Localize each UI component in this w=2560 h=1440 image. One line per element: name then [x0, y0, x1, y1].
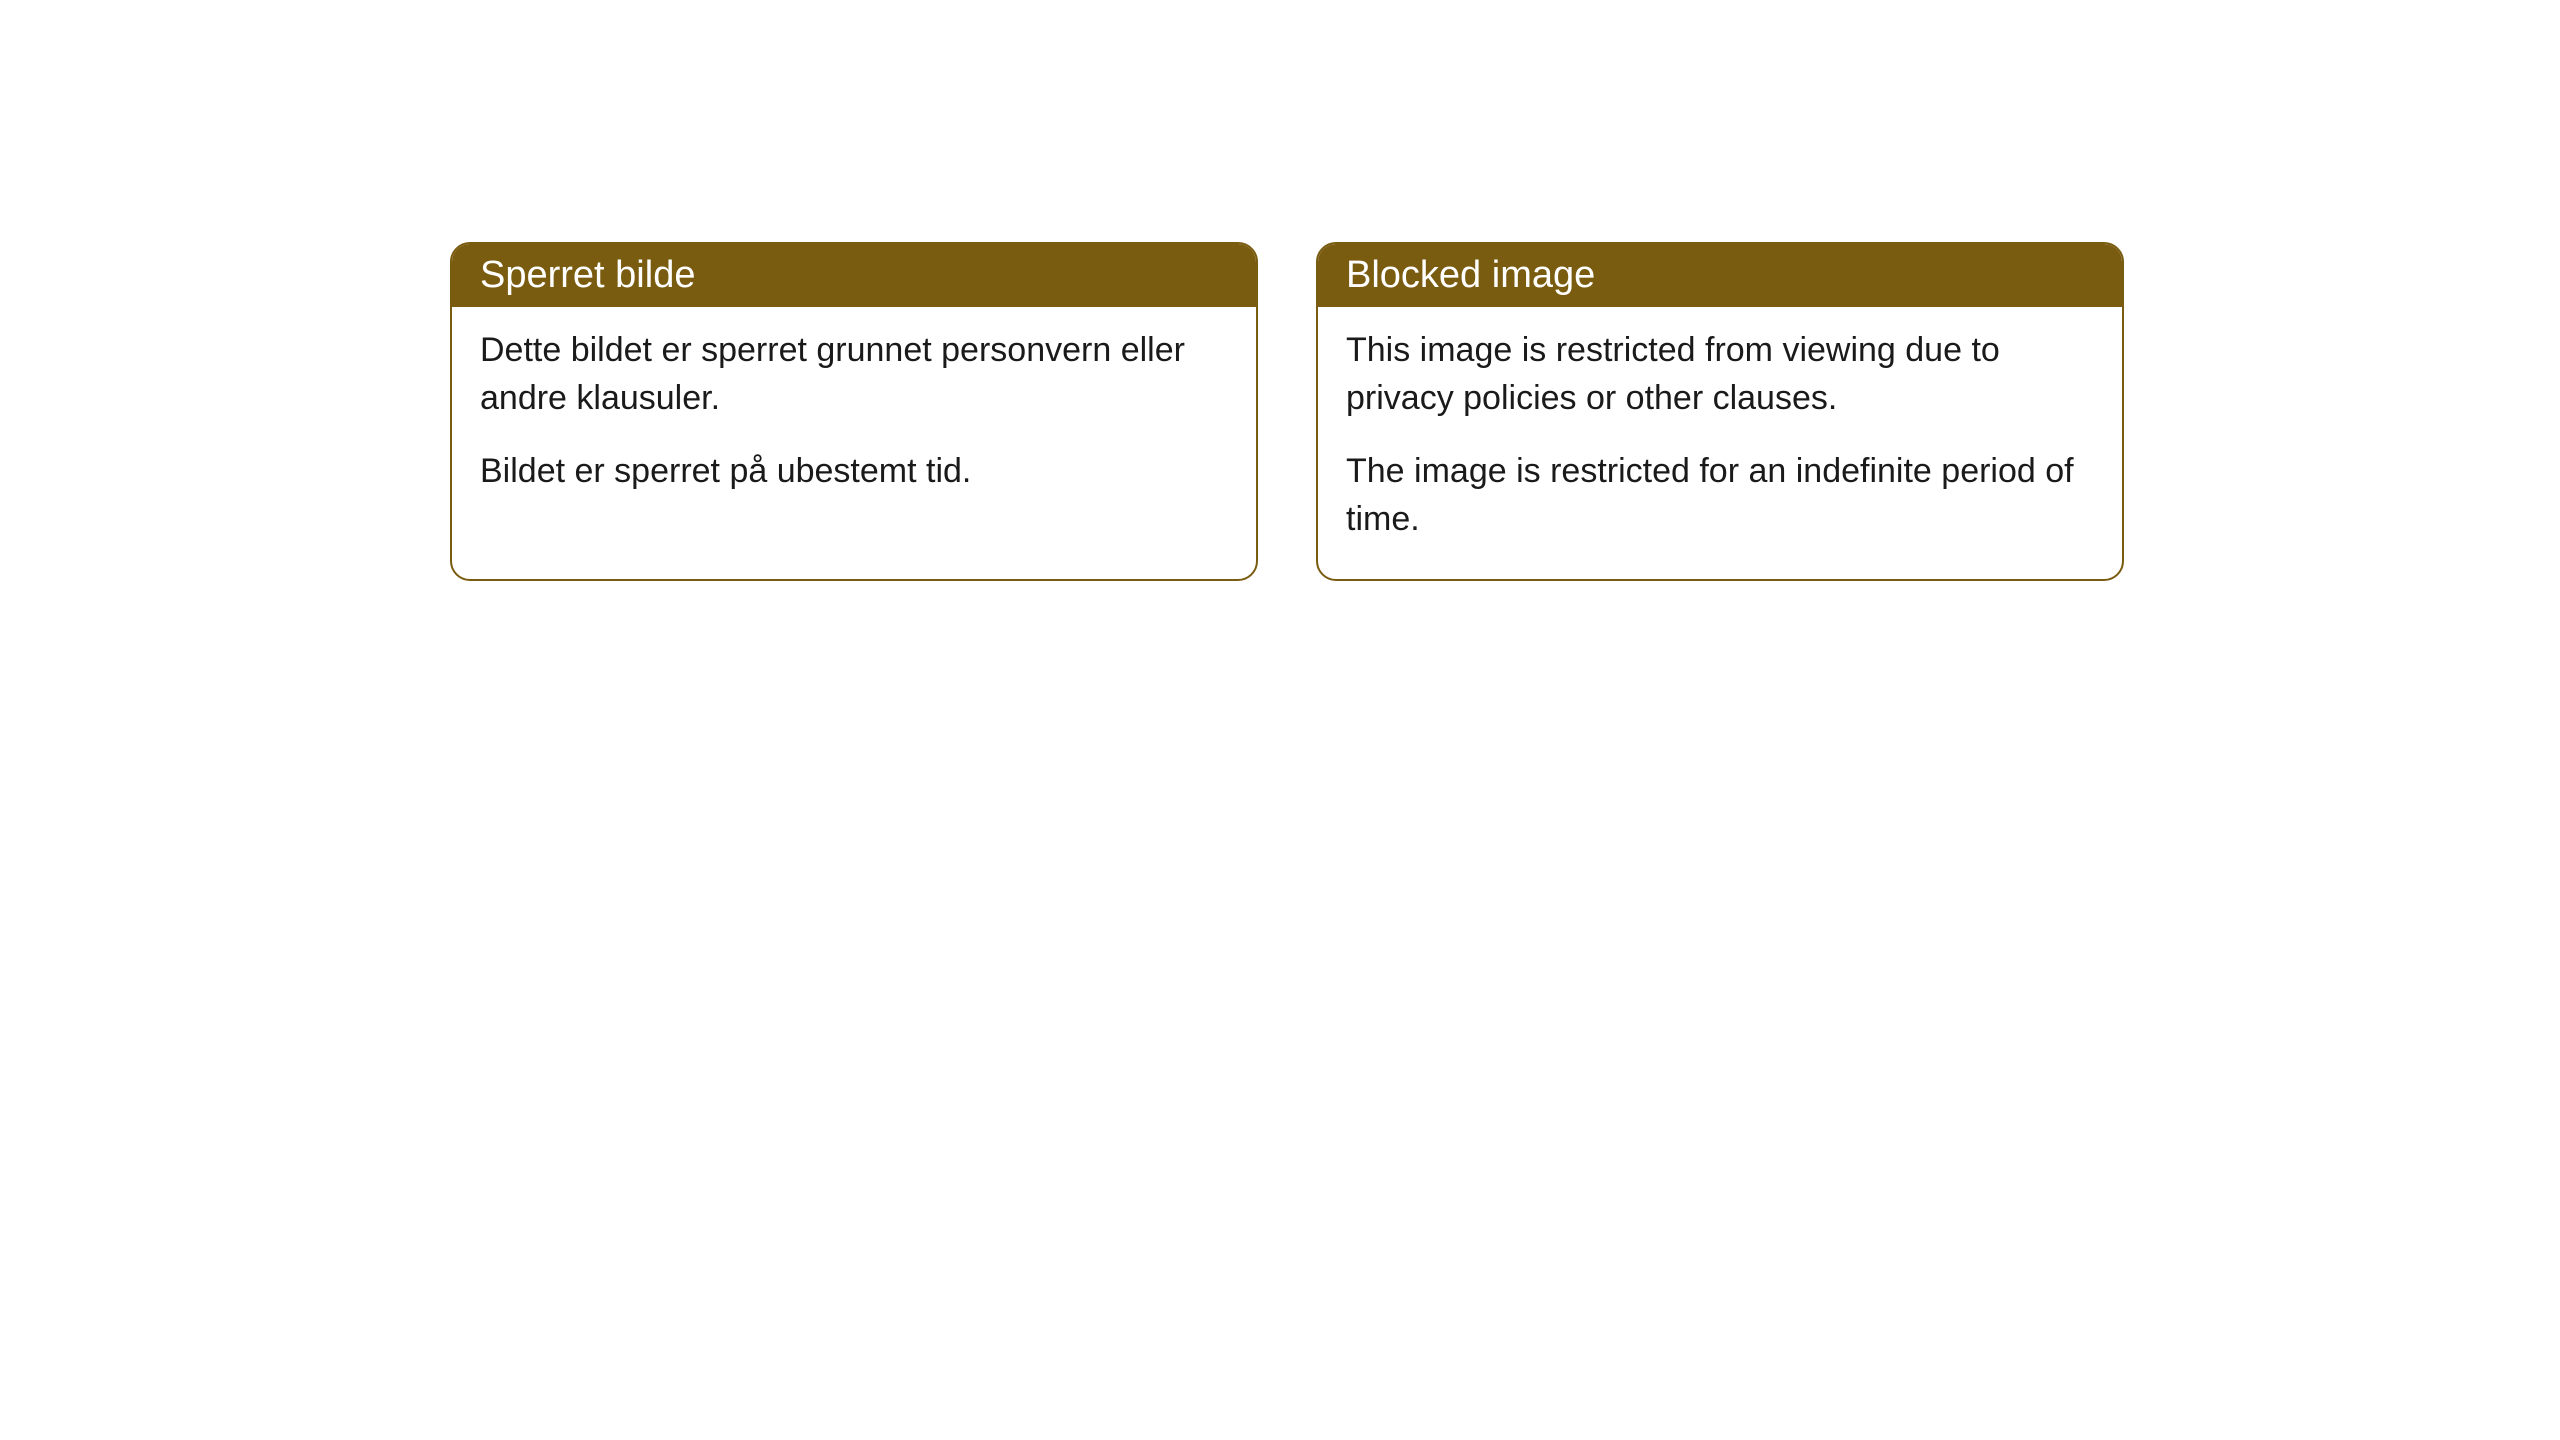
card-english: Blocked image This image is restricted f…: [1316, 242, 2124, 581]
card-header-english: Blocked image: [1318, 244, 2122, 307]
card-title: Sperret bilde: [480, 254, 695, 296]
card-title: Blocked image: [1346, 254, 1595, 296]
cards-container: Sperret bilde Dette bildet er sperret gr…: [450, 242, 2124, 581]
card-body-english: This image is restricted from viewing du…: [1318, 307, 2122, 579]
card-norwegian: Sperret bilde Dette bildet er sperret gr…: [450, 242, 1258, 581]
card-para1: Dette bildet er sperret grunnet personve…: [480, 327, 1228, 422]
card-para2: Bildet er sperret på ubestemt tid.: [480, 448, 1228, 496]
card-para2: The image is restricted for an indefinit…: [1346, 448, 2094, 543]
card-para1: This image is restricted from viewing du…: [1346, 327, 2094, 422]
card-header-norwegian: Sperret bilde: [452, 244, 1256, 307]
card-body-norwegian: Dette bildet er sperret grunnet personve…: [452, 307, 1256, 532]
